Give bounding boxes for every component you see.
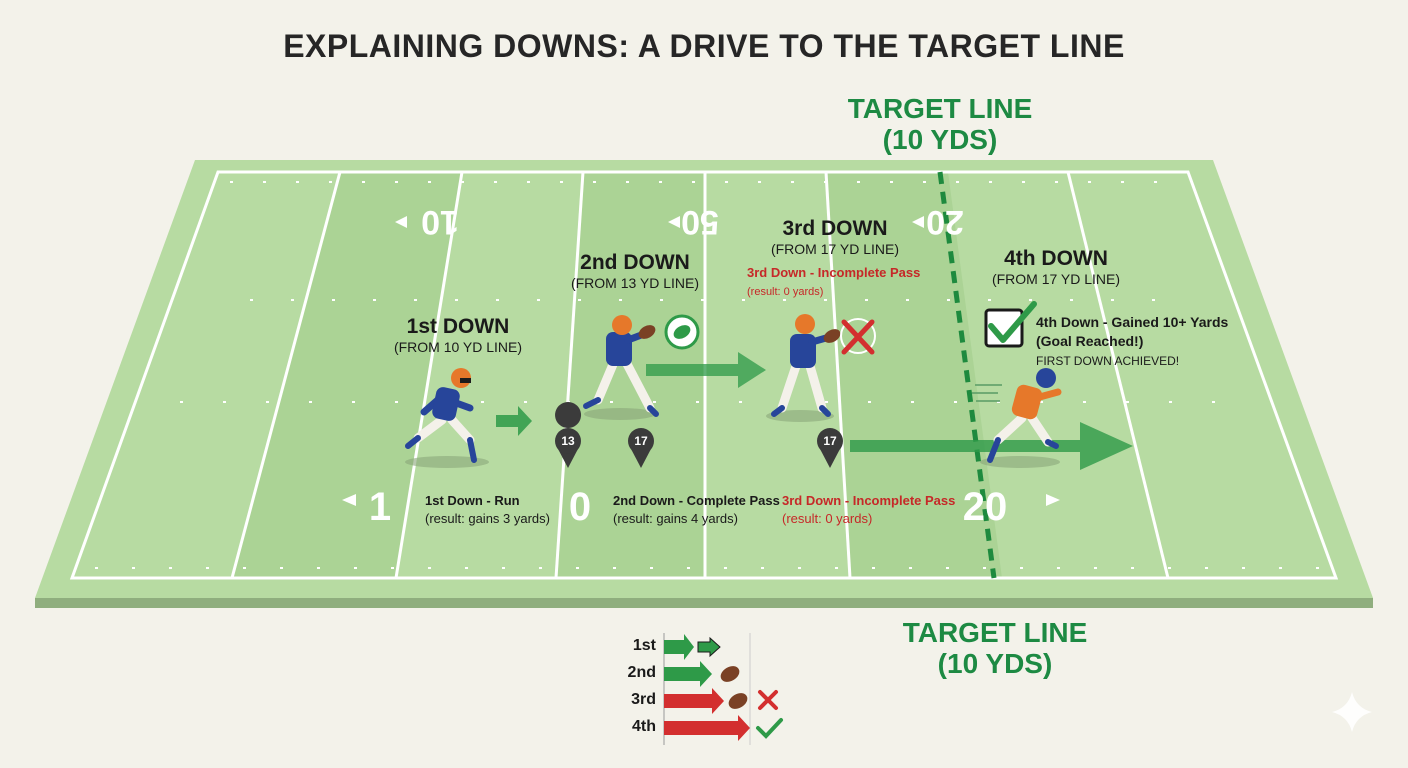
run-arrow-icon xyxy=(496,406,532,436)
target-line xyxy=(937,171,997,579)
legend-bar-3rd xyxy=(664,688,724,714)
location-marker-icon: 17 xyxy=(817,428,843,468)
location-marker-icon: 13 xyxy=(555,402,582,468)
sparkle-icon xyxy=(1332,692,1372,732)
legend-bar-2nd xyxy=(664,661,712,687)
legend-chart xyxy=(663,633,783,745)
target-line-label-top: TARGET LINE (10 YDS) xyxy=(847,93,1033,155)
direction-arrow-icon xyxy=(395,216,407,228)
player-4th-down-icon xyxy=(972,368,1062,463)
pass-arrow-icon xyxy=(646,352,766,388)
legend-label-1st: 1st xyxy=(632,637,656,654)
direction-arrow-icon xyxy=(342,494,356,506)
down-1-heading: 1st DOWN (FROM 10 YD LINE) xyxy=(393,315,523,356)
down-3-heading: 3rd DOWN (FROM 17 YD LINE) xyxy=(770,217,900,258)
player-1st-down-icon xyxy=(405,368,477,463)
legend-football-icon xyxy=(728,693,748,709)
direction-arrow-icon xyxy=(668,216,680,228)
page-title: EXPLAINING DOWNS: A DRIVE TO THE TARGET … xyxy=(283,28,1125,64)
legend-run-arrow-icon xyxy=(697,636,721,658)
yard-number-top: 20 xyxy=(926,203,964,241)
goal-check-icon xyxy=(984,301,1037,348)
direction-arrow-icon xyxy=(912,216,924,228)
marker-17: 17 xyxy=(823,434,837,448)
down-2-result: 2nd Down - Complete Pass (result: gains … xyxy=(613,493,780,526)
yard-number-bottom: 1 xyxy=(369,485,391,529)
yard-number-top: 50 xyxy=(681,203,719,241)
down-3-mid-label: 3rd Down - Incomplete Pass (result: 0 ya… xyxy=(747,265,921,298)
field-edge xyxy=(35,598,1373,608)
down-4-result-note: 4th Down - Gained 10+ Yards (Goal Reache… xyxy=(1036,314,1229,368)
down-4-heading: 4th DOWN (FROM 17 YD LINE) xyxy=(991,247,1121,288)
legend-bar-1st xyxy=(664,634,694,660)
marker-13: 13 xyxy=(561,434,575,448)
down-3-result: 3rd Down - Incomplete Pass (result: 0 ya… xyxy=(782,493,956,526)
incomplete-x-icon xyxy=(840,318,876,355)
location-marker-icon: 17 xyxy=(628,428,654,468)
legend-label-3rd: 3rd xyxy=(631,691,656,708)
legend-check-icon xyxy=(756,718,783,739)
down-1-result: 1st Down - Run (result: gains 3 yards) xyxy=(425,493,550,526)
down-2-heading: 2nd DOWN (FROM 13 YD LINE) xyxy=(570,251,700,292)
legend-football-icon xyxy=(720,666,740,682)
legend-label-4th: 4th xyxy=(632,718,656,735)
player-3rd-down-icon xyxy=(771,314,841,417)
legend-bar-4th xyxy=(664,715,750,741)
legend-label-2nd: 2nd xyxy=(627,664,656,681)
legend-x-icon xyxy=(758,690,778,710)
field-boundary xyxy=(69,170,1339,580)
yard-number-bottom: 20 xyxy=(963,485,1008,529)
direction-arrow-icon xyxy=(1046,494,1060,506)
gain-arrow-icon xyxy=(850,422,1133,470)
yard-number-top: 10 xyxy=(421,203,459,241)
yard-number-bottom: 0 xyxy=(569,485,591,529)
marker-17: 17 xyxy=(634,434,648,448)
player-2nd-down-icon xyxy=(583,315,659,417)
target-line-label-bottom: TARGET LINE (10 YDS) xyxy=(902,617,1088,679)
